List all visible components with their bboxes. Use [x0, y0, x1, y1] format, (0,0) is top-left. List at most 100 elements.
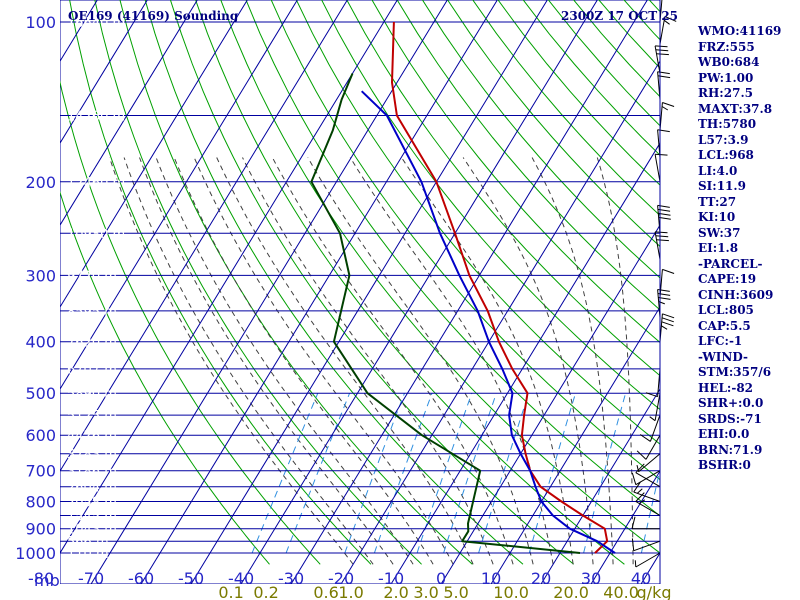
wind-barb — [659, 102, 675, 131]
stat-item: CINH:3609 — [698, 287, 774, 302]
wind-barb-feather — [658, 216, 671, 220]
isotherm — [340, 60, 660, 584]
wind-barb-staff — [645, 434, 661, 460]
stat-item: SI:11.9 — [698, 179, 746, 193]
temperature-tick-label: -70 — [78, 569, 104, 588]
height-label: 1545 m — [67, 510, 117, 525]
wind-barb-feather — [656, 53, 669, 56]
temperature-tick-label: -60 — [128, 569, 154, 588]
isotherm — [90, 0, 448, 584]
height-label: 6707 m — [67, 363, 117, 378]
moist-adiabat — [139, 157, 394, 565]
pressure-tick-label: 600 — [25, 426, 56, 445]
wind-barb — [634, 552, 661, 568]
isotherm — [60, 0, 298, 391]
stat-item: LCL:968 — [698, 148, 754, 162]
mixing-ratio-line — [251, 393, 319, 554]
wind-barb — [636, 453, 661, 473]
wind-barb — [649, 393, 661, 422]
wind-barb-feather — [663, 19, 670, 25]
stat-item: RH:27.5 — [698, 86, 753, 100]
wind-barb-feather — [631, 516, 636, 529]
profile-lines — [310, 21, 616, 554]
pressure-tick-label: 100 — [25, 13, 56, 32]
wind-barb — [636, 434, 661, 460]
moist-adiabat — [349, 157, 554, 565]
moist-adiabat — [462, 157, 594, 565]
wind-barb — [659, 268, 675, 298]
stat-item: MAXT:37.8 — [698, 101, 773, 116]
temperature-tick-label: 30 — [581, 569, 601, 588]
wind-barb-staff — [654, 393, 661, 421]
wind-barb — [631, 538, 661, 552]
pressure-tick-label: 900 — [25, 520, 56, 539]
stat-item: CAPE:19 — [698, 272, 757, 286]
stat-item: BRN:71.9 — [698, 442, 763, 457]
stat-item: CAP:5.5 — [698, 318, 751, 333]
temperature-tick-label: 40 — [631, 569, 651, 588]
moist-adiabat — [216, 157, 474, 565]
wind-barbs — [631, 0, 677, 584]
height-label: 16640 m — [67, 16, 125, 31]
wind-barb-feather — [639, 434, 651, 442]
isotherm — [60, 0, 348, 472]
temperature-tick-label: -50 — [178, 569, 204, 588]
wind-barb-feather — [661, 106, 669, 111]
stat-item: WMO:41169 — [698, 24, 782, 38]
stat-item: TH:5780 — [698, 117, 757, 131]
stat-item: LFC:-1 — [698, 334, 743, 348]
wind-barb-feather — [657, 129, 670, 133]
wind-barb-feather — [657, 289, 670, 292]
mixing-ratio-line — [344, 393, 405, 554]
pressure-tick-label: 500 — [25, 384, 56, 403]
height-label: 14260 m — [67, 110, 125, 125]
moist-adiabat — [109, 157, 354, 565]
wind-barb-feather — [649, 416, 656, 422]
wind-barb-feather — [655, 45, 668, 48]
mixing-ratio-line — [373, 393, 433, 554]
wind-barb-feather — [645, 392, 658, 398]
wind-barb-feather — [661, 317, 674, 323]
temperature-tick-label: 20 — [531, 569, 551, 588]
wind-barb-staff — [633, 540, 661, 552]
wind-barb — [659, 313, 675, 342]
height-label: 5125 m — [67, 409, 117, 424]
isotherm — [390, 142, 660, 584]
wind-barb-feather — [655, 235, 669, 238]
wind-barb-staff — [633, 491, 661, 502]
height-label: 566 m — [67, 535, 109, 550]
pressure-tick-label: 200 — [25, 173, 56, 192]
stat-item: EHI:0.0 — [698, 427, 750, 441]
moist-adiabat — [596, 157, 634, 565]
height-label: 7620 m — [67, 336, 117, 351]
wetbulb-line — [361, 90, 616, 554]
stat-item: WB0:684 — [698, 55, 760, 69]
pressure-tick-label: 700 — [25, 462, 56, 481]
mixing-ratio-label: 40.0 — [603, 583, 639, 600]
stat-item: -PARCEL- — [698, 256, 763, 271]
wind-barb-feather — [655, 49, 669, 52]
temperature-tick-label: -40 — [228, 569, 254, 588]
stat-item: SW:37 — [698, 225, 741, 240]
mixing-ratio-label: 0.2 — [253, 583, 278, 600]
wind-barb — [654, 153, 668, 182]
mixing-ratio-label: 1.0 — [338, 583, 363, 600]
mixing-ratio-label: 20.0 — [553, 583, 589, 600]
isotherm — [240, 0, 598, 584]
wind-barb — [645, 368, 661, 398]
wind-barb-feather — [636, 450, 647, 460]
dry-adiabat — [220, 0, 660, 554]
wind-barb-feather — [661, 321, 674, 327]
height-label: 5890 m — [67, 387, 117, 402]
wind-barb-feather — [637, 488, 643, 494]
height-label: 3186 m — [67, 465, 117, 480]
moist-adiabat — [173, 157, 434, 565]
stat-item: STM:357/6 — [698, 365, 772, 379]
height-label: 9720 m — [67, 269, 117, 284]
pressure-tick-label: 300 — [25, 266, 56, 285]
wind-barb-feather — [635, 492, 645, 502]
temperature-line — [391, 21, 609, 554]
dewpoint-line — [310, 73, 581, 554]
plot-frame — [60, 0, 660, 584]
